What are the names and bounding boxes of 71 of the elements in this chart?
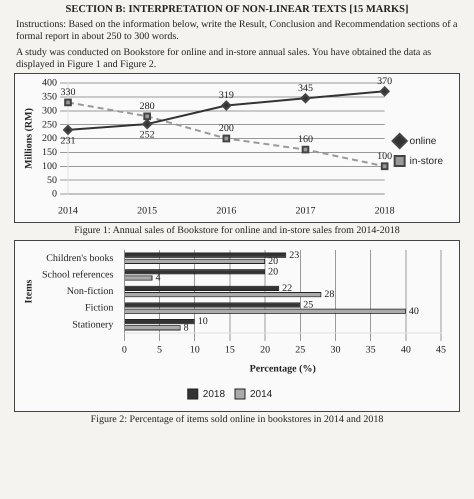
- y-tick-label: 100: [42, 160, 57, 172]
- y-tick-label: 400: [42, 78, 57, 89]
- data-label: 231: [60, 136, 76, 147]
- y-tick-label: 200: [42, 133, 57, 144]
- point: [143, 112, 151, 120]
- text: A study was conducted on Bookstore for online and in-store annual sales. You have obtained the data as displayed in Figure 1 and Figure 2.: [15, 46, 432, 72]
- point: [380, 162, 388, 170]
- legend-label: online: [410, 136, 437, 147]
- x-tick-label: 2016: [216, 206, 236, 217]
- data-label: 22: [282, 283, 292, 294]
- y-tick-label: 50: [47, 174, 57, 186]
- x-tick-label: 25: [295, 344, 306, 356]
- data-label: 319: [218, 90, 234, 102]
- data-label: 28: [324, 289, 334, 300]
- y-tick-label: Children's books: [46, 252, 114, 264]
- legend-label: 2018: [202, 388, 226, 400]
- y-tick-label: 250: [42, 119, 57, 130]
- x-tick-label: 0: [122, 344, 127, 356]
- y-tick-label: 150: [42, 147, 57, 158]
- y-tick-label: Fiction: [85, 302, 114, 314]
- y-tick-label: 350: [42, 92, 57, 102]
- data-label: 4: [156, 272, 160, 284]
- x-tick-label: 2014: [58, 206, 78, 217]
- x-tick-label: 35: [366, 344, 376, 356]
- data-label: 370: [377, 76, 392, 87]
- caption: Figure 1: Annual sales of Bookstore for online and in-store sales from 2014-2018: [73, 224, 401, 238]
- x-tick-label: 2018: [374, 206, 395, 217]
- legend-label: 2014: [250, 388, 273, 400]
- x-tick-label: 5: [157, 344, 162, 356]
- data-label: 160: [298, 134, 313, 146]
- point: [300, 93, 310, 104]
- y-tick-label: Stationery: [72, 319, 114, 330]
- data-label: 20: [268, 256, 278, 268]
- y-tick-label: School references: [42, 270, 114, 281]
- x-axis-title: Percentage (%): [250, 364, 316, 375]
- data-label: 20: [268, 266, 278, 278]
- data-label: 25: [303, 300, 314, 311]
- y-tick-label: Non-fiction: [66, 286, 114, 298]
- text: Instructions: Based on the information below, write the Result, Conclusion and Recommendation sections of a formal report in about 250 to 300 words.: [15, 18, 458, 44]
- caption: Figure 2: Percentage of items sold online in bookstores in 2014 and 2018: [90, 413, 384, 427]
- y-axis-title: Millions (RM): [24, 108, 35, 169]
- chart-title: SECTION B: INTERPRETATION OF NON-LINEAR TEXTS [15 MARKS]: [64, 3, 410, 17]
- point: [64, 98, 72, 106]
- legend-label: in-store: [410, 156, 444, 167]
- x-tick-label: 30: [330, 344, 340, 356]
- data-label: 280: [140, 100, 155, 112]
- data-label: 345: [298, 82, 313, 94]
- data-label: 40: [408, 306, 419, 317]
- data-label: 10: [198, 316, 208, 328]
- data-label: 23: [289, 250, 300, 261]
- x-tick-label: 45: [436, 344, 446, 356]
- point: [221, 100, 232, 110]
- data-label: 8: [184, 322, 189, 334]
- x-tick-label: 2015: [137, 206, 158, 217]
- point: [380, 86, 390, 96]
- point: [63, 124, 73, 135]
- y-tick-label: 0: [52, 188, 57, 200]
- point: [222, 134, 230, 142]
- data-label: 252: [140, 130, 155, 141]
- y-tick-label: 300: [42, 105, 57, 116]
- x-tick-label: 10: [190, 344, 200, 356]
- data-label: 200: [218, 123, 234, 134]
- data-label: 330: [60, 87, 76, 98]
- point: [142, 119, 152, 130]
- point: [302, 146, 310, 154]
- x-tick-label: 2017: [295, 206, 316, 217]
- data-label: 100: [377, 150, 392, 162]
- x-tick-label: 20: [260, 344, 270, 356]
- y-axis-title: Items: [24, 279, 35, 304]
- x-tick-label: 40: [400, 344, 411, 356]
- x-tick-label: 15: [224, 344, 235, 356]
